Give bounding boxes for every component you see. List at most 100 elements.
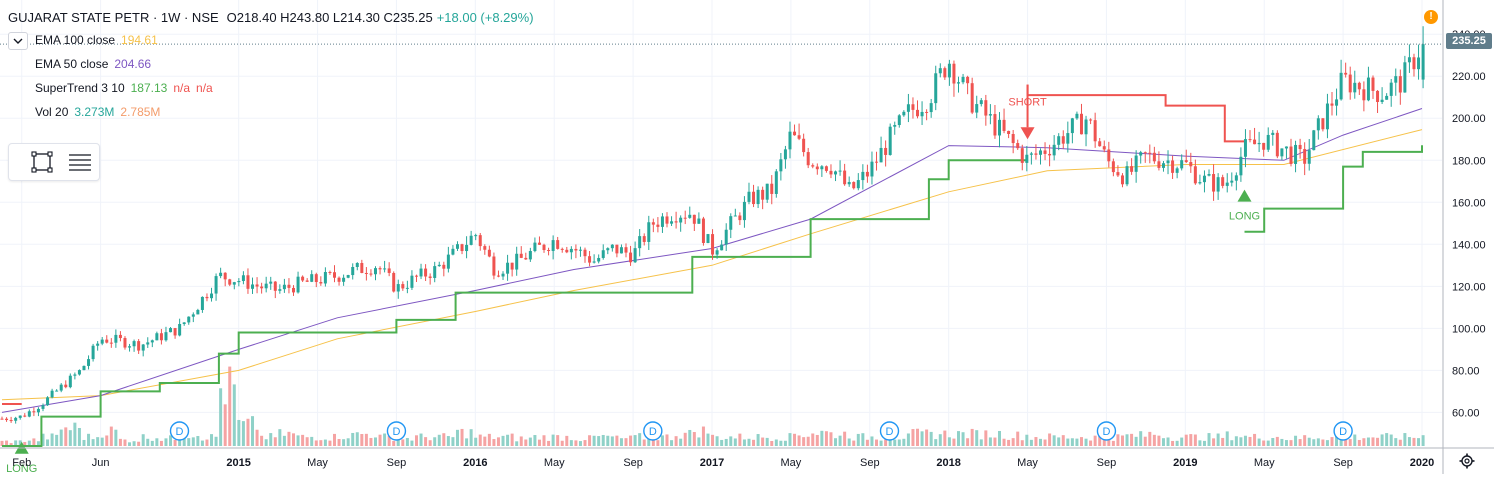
- candle-body: [975, 104, 979, 113]
- volume-bar: [742, 439, 746, 446]
- candle-body: [123, 338, 127, 348]
- candle-body: [50, 390, 54, 398]
- dividend-marker[interactable]: D: [169, 421, 190, 441]
- candle-body: [597, 257, 601, 262]
- candle-body: [556, 240, 560, 249]
- candle-body: [87, 359, 91, 366]
- volume-bar: [770, 440, 774, 446]
- gear-icon[interactable]: [1459, 453, 1475, 469]
- volume-bar: [1120, 435, 1124, 446]
- volume-bar: [729, 436, 733, 446]
- candle-body: [733, 215, 737, 217]
- volume-bar: [1316, 438, 1320, 446]
- chevron-down-icon[interactable]: [8, 32, 28, 50]
- candle-body: [1253, 139, 1257, 145]
- volume-bar: [1025, 434, 1029, 446]
- volume-bar: [1052, 435, 1056, 446]
- legend-volume[interactable]: Vol 20 3.273M 2.785M: [35, 102, 160, 122]
- candle-body: [679, 217, 683, 223]
- volume-bar: [1043, 439, 1047, 446]
- candle-body: [1348, 74, 1352, 93]
- volume-bar: [856, 433, 860, 446]
- volume-bar: [64, 427, 68, 446]
- candle-body: [287, 284, 291, 288]
- y-tick-label: 220.00: [1452, 71, 1486, 83]
- volume-bar: [783, 440, 787, 446]
- y-tick-label: 120.00: [1452, 281, 1486, 293]
- candle-body: [1043, 150, 1047, 154]
- candle-body: [1330, 103, 1334, 106]
- candle-body: [834, 171, 838, 175]
- volume-bar: [396, 438, 400, 446]
- volume-bar: [1421, 435, 1425, 446]
- candle-body: [223, 272, 227, 280]
- candle-body: [292, 287, 296, 293]
- volume-bar: [1134, 436, 1138, 446]
- volume-bar: [214, 436, 218, 446]
- volume-bar: [200, 440, 204, 446]
- candle-body: [847, 182, 851, 185]
- candle-body: [938, 68, 942, 74]
- candle-body: [141, 344, 145, 351]
- symbol-title[interactable]: GUJARAT STATE PETR · 1W · NSE: [8, 9, 219, 25]
- volume-bar: [483, 436, 487, 446]
- dividend-marker[interactable]: D: [386, 421, 407, 441]
- volume-bar: [1057, 437, 1061, 446]
- candle-body: [474, 235, 478, 237]
- volume-bar: [1089, 440, 1093, 446]
- volume-bar: [870, 436, 874, 446]
- candle-body: [200, 296, 204, 310]
- candle-body: [806, 152, 810, 166]
- rectangle-tool-icon[interactable]: [29, 150, 55, 174]
- dividend-marker[interactable]: D: [879, 421, 900, 441]
- dividend-marker[interactable]: D: [643, 421, 663, 441]
- candle-body: [1057, 136, 1061, 145]
- candle-body: [519, 253, 523, 258]
- volume-bar: [733, 438, 737, 446]
- candle-body: [656, 224, 660, 227]
- volume-bar: [419, 433, 423, 446]
- candle-body: [879, 147, 883, 163]
- volume-bar: [715, 436, 719, 446]
- candle-body: [829, 170, 833, 175]
- volume-bar: [997, 430, 1001, 446]
- candle-body: [301, 276, 305, 281]
- candle-body: [660, 216, 664, 227]
- legend-supertrend[interactable]: SuperTrend 3 10 187.13 n/a n/a: [35, 78, 213, 98]
- alert-icon[interactable]: !: [1424, 10, 1438, 24]
- dividend-marker[interactable]: D: [1333, 421, 1353, 441]
- volume-bar: [578, 441, 582, 446]
- volume-bar: [1007, 439, 1011, 446]
- volume-bar: [1234, 436, 1238, 446]
- indicator-name: EMA 50 close: [35, 57, 109, 71]
- candle-body: [715, 250, 719, 255]
- volume-bar: [23, 441, 27, 446]
- candle-body: [947, 63, 951, 78]
- dividend-marker[interactable]: D: [1096, 421, 1117, 441]
- candle-body: [173, 328, 177, 336]
- legend-ema100[interactable]: EMA 100 close 194.61: [35, 30, 158, 50]
- candle-body: [925, 111, 929, 113]
- legend-ema50[interactable]: EMA 50 close 204.66: [35, 54, 151, 74]
- candle-body: [528, 251, 532, 260]
- x-tick-label: 2015: [226, 457, 250, 469]
- volume-bar: [1207, 433, 1211, 446]
- candle-body: [988, 114, 992, 116]
- volume-bar: [1357, 439, 1361, 446]
- lines-tool-icon[interactable]: [67, 150, 93, 174]
- volume-bar: [1280, 438, 1284, 446]
- volume-bar: [1253, 433, 1257, 446]
- candle-body: [1207, 174, 1211, 176]
- candle-body: [1029, 153, 1033, 155]
- volume-bar: [761, 437, 765, 446]
- candle-body: [1243, 139, 1247, 157]
- volume-bar: [1189, 434, 1193, 446]
- volume-bar: [1335, 435, 1339, 446]
- volume-bar: [1143, 436, 1147, 446]
- candle-body: [1079, 113, 1083, 135]
- volume-bar: [865, 439, 869, 446]
- volume-bar: [1070, 438, 1074, 446]
- candle-body: [970, 83, 974, 113]
